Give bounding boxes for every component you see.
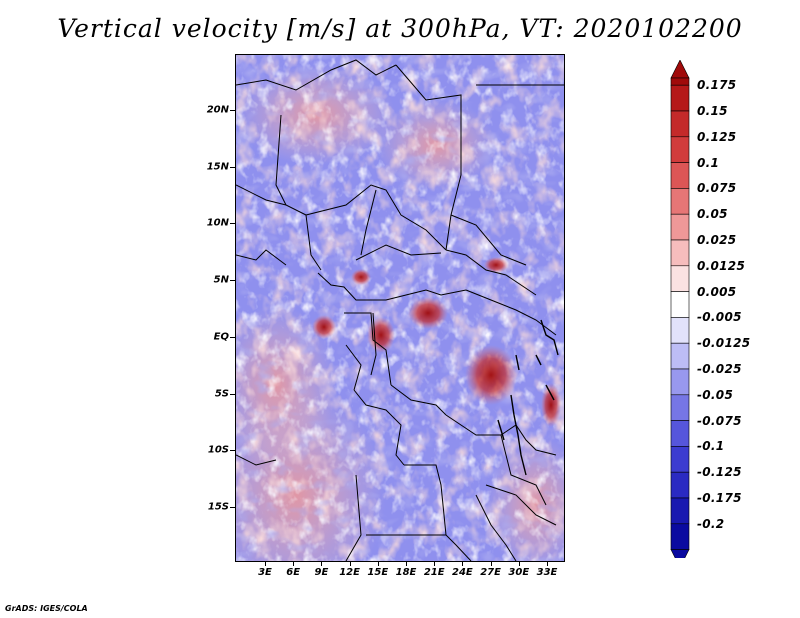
colorbar-label: 0.075 — [697, 181, 737, 196]
colorbar-label: 0.025 — [697, 233, 737, 247]
chart-title: Vertical velocity [m/s] at 300hPa, VT: 2… — [57, 14, 743, 43]
lon-tick — [377, 562, 379, 566]
colorbar-label: -0.05 — [697, 387, 734, 402]
lat-label: 10S — [207, 444, 229, 456]
lat-tick — [230, 506, 235, 508]
lat-label: EQ — [213, 331, 229, 343]
lon-label: 18E — [395, 567, 417, 578]
lon-label: 6E — [286, 567, 301, 578]
lat-label: 5S — [214, 388, 229, 399]
lake-outlines — [497, 319, 559, 476]
lon-tick — [490, 562, 492, 566]
lon-tick — [293, 562, 295, 566]
colorbar-label: 0.1 — [697, 155, 720, 170]
colorbar-band — [670, 523, 690, 550]
colorbar-band — [670, 420, 690, 447]
colorbar-band — [670, 342, 690, 370]
colorbar-band — [670, 110, 690, 138]
lat-label: 15S — [207, 501, 229, 513]
colorbar-label: -0.125 — [697, 465, 742, 480]
lon-tick — [547, 562, 548, 566]
colorbar-label: -0.0125 — [697, 336, 751, 351]
lon-tick — [265, 562, 266, 566]
lon-tick — [321, 562, 323, 566]
lat-tick — [230, 166, 235, 168]
colorbar-band — [670, 213, 690, 241]
colorbar-label: -0.2 — [697, 516, 725, 531]
colorbar-label: 0.175 — [697, 78, 737, 93]
colorbar-label: 0.125 — [697, 129, 737, 144]
colorbar-label: -0.175 — [697, 491, 742, 505]
colorbar-band — [670, 188, 690, 215]
colorbar-band — [670, 291, 690, 318]
colorbar-band — [670, 136, 690, 163]
colorbar-band — [670, 265, 690, 292]
colorbar-band — [670, 77, 690, 86]
colorbar-lower-cap — [670, 549, 690, 558]
colorbar-upper-cap — [670, 60, 690, 79]
colorbar-label: -0.005 — [697, 310, 742, 325]
lat-tick — [230, 336, 235, 338]
grads-credit: GrADS: IGES/COLA — [5, 604, 88, 613]
lat-tick — [230, 450, 235, 452]
lat-tick — [230, 110, 235, 111]
colorbar-band — [670, 394, 690, 421]
colorbar-band — [670, 162, 690, 189]
colorbar-band — [670, 446, 690, 473]
colorbar-label: -0.025 — [697, 362, 742, 376]
lon-label: 15E — [367, 567, 389, 578]
lat-label: 5N — [213, 274, 229, 286]
colorbar — [670, 60, 690, 558]
colorbar-band — [670, 497, 690, 525]
colorbar-band — [670, 368, 690, 396]
colorbar-label: 0.15 — [697, 104, 728, 118]
lat-label: 20N — [206, 104, 229, 116]
map-field-blue-noise — [236, 55, 564, 561]
map-field-hot-spots — [312, 257, 561, 427]
colorbar-band — [670, 84, 690, 112]
colorbar-label: 0.05 — [697, 207, 728, 222]
colorbar-label: -0.1 — [697, 439, 725, 454]
lon-label: 24E — [452, 567, 473, 578]
colorbar-band — [670, 239, 690, 267]
colorbar-band — [670, 471, 690, 499]
lon-label: 27E — [480, 567, 501, 578]
lon-label: 21E — [423, 567, 445, 578]
lon-label: 3E — [258, 567, 272, 578]
lat-label: 15N — [206, 161, 229, 173]
lon-tick — [349, 562, 351, 566]
colorbar-label: 0.0125 — [697, 258, 746, 273]
lon-tick — [462, 562, 464, 566]
lon-label: 30E — [508, 567, 530, 578]
colorbar-band — [670, 317, 690, 344]
colorbar-label: 0.005 — [697, 284, 737, 299]
vertical-velocity-map — [235, 54, 565, 562]
lon-tick — [406, 562, 407, 566]
lon-label: 9E — [314, 567, 329, 578]
lat-tick — [230, 393, 235, 395]
lat-tick — [230, 280, 235, 282]
lon-label: 33E — [536, 567, 558, 578]
colorbar-label: -0.075 — [697, 413, 742, 428]
lon-tick — [434, 562, 436, 566]
lon-tick — [518, 562, 520, 566]
lat-label: 10N — [206, 217, 229, 229]
lat-tick — [230, 223, 235, 225]
lon-label: 12E — [339, 567, 360, 578]
